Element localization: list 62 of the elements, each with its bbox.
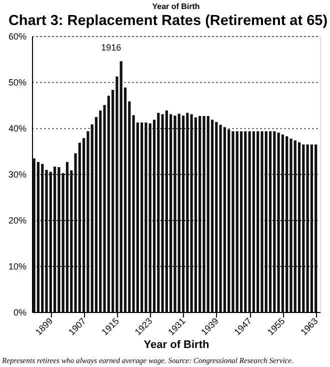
bar — [286, 136, 288, 312]
bar — [198, 116, 202, 312]
bar — [290, 138, 292, 312]
bar — [228, 129, 230, 312]
bar — [32, 158, 36, 312]
x-axis-title: Year of Birth — [144, 339, 210, 352]
bar — [215, 122, 218, 312]
y-tick-label: 10% — [8, 262, 26, 272]
bar — [223, 127, 226, 312]
bar — [36, 162, 40, 312]
bar — [310, 144, 314, 312]
bar — [66, 162, 69, 312]
bar — [41, 164, 44, 312]
bar — [306, 144, 309, 312]
bar — [182, 116, 185, 312]
bar — [202, 116, 206, 312]
bar — [277, 132, 280, 312]
bar — [186, 112, 189, 312]
y-tick-label: 30% — [8, 170, 26, 180]
bar — [210, 120, 214, 312]
y-tick-label: 0% — [13, 308, 26, 318]
bar — [58, 167, 60, 312]
bar — [252, 131, 255, 312]
bar — [244, 131, 247, 312]
bar — [302, 144, 305, 312]
bar — [219, 124, 222, 312]
bar — [174, 116, 176, 312]
bar — [116, 76, 118, 312]
bar — [190, 114, 193, 312]
bar — [268, 131, 272, 312]
bar — [256, 131, 260, 312]
bar — [144, 122, 148, 312]
annotation: 1916 — [101, 42, 122, 52]
bar — [314, 144, 318, 312]
bar — [157, 112, 160, 312]
bar — [298, 142, 301, 312]
text: Year of Birth — [152, 2, 200, 11]
bar — [86, 131, 90, 312]
bar — [248, 131, 251, 312]
y-tick-label: 60% — [8, 32, 26, 42]
bar — [206, 116, 210, 312]
bar — [170, 114, 172, 312]
y-tick-label: 20% — [8, 216, 26, 226]
chart-title: Chart 3: Replacement Rates (Retirement at 65) — [8, 13, 328, 29]
bar — [161, 114, 164, 312]
bar — [236, 131, 238, 312]
bar — [148, 123, 152, 312]
bar — [53, 166, 56, 312]
bar — [240, 131, 243, 312]
bar — [294, 140, 296, 312]
bar — [140, 122, 144, 312]
bar — [264, 131, 268, 312]
bar — [281, 134, 284, 312]
bar — [260, 131, 264, 312]
y-tick-label: 40% — [8, 124, 26, 134]
bar — [178, 114, 180, 312]
bar — [120, 61, 122, 312]
bar — [232, 131, 234, 312]
bar — [194, 117, 197, 312]
bar — [273, 131, 276, 312]
bar — [165, 110, 168, 312]
y-tick-label: 50% — [8, 78, 26, 88]
